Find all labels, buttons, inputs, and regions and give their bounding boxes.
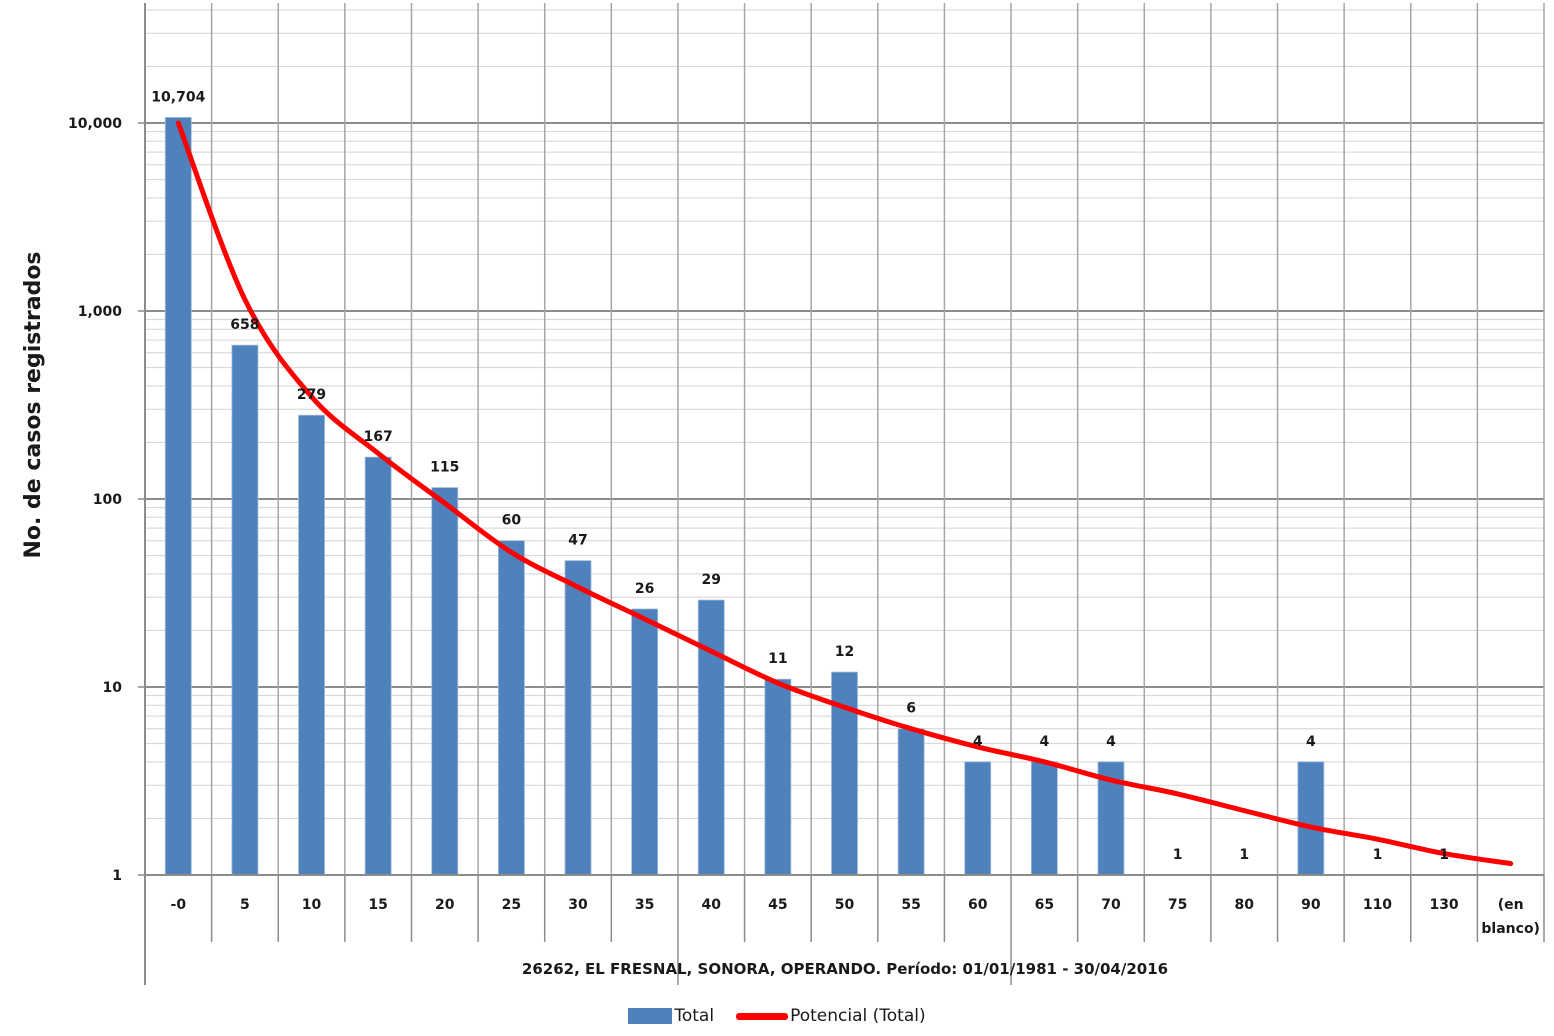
y-tick-label: 10,000 (68, 116, 122, 132)
y-axis-title: No. de casos registrados (21, 251, 46, 558)
legend-swatch-potencial (736, 1012, 789, 1020)
x-tick-label: 80 (1234, 897, 1254, 913)
x-tick-label: 35 (635, 897, 654, 913)
x-tick-label: 50 (835, 897, 855, 913)
x-tick-label: 70 (1101, 897, 1121, 913)
data-label-50: 12 (835, 644, 854, 660)
bar-35 (631, 608, 659, 876)
bar-40 (697, 599, 725, 876)
bar-60 (964, 761, 992, 876)
x-tick-label: 15 (368, 897, 387, 913)
data-label-45: 11 (768, 651, 787, 667)
data-label-40: 29 (702, 572, 721, 588)
legend-item-potencial: Potencial (Total) (736, 1006, 926, 1026)
data-label-110: 1 (1373, 847, 1383, 863)
data-label-55: 6 (906, 701, 916, 717)
data-label-15: 167 (364, 429, 393, 445)
data-label-130: 1 (1439, 847, 1449, 863)
bar-90 (1297, 761, 1325, 876)
bar-55 (897, 728, 925, 876)
legend-label-total: Total (674, 1006, 715, 1026)
data-label-5: 658 (230, 317, 259, 333)
x-tick-label: 40 (702, 897, 722, 913)
bar-20 (431, 487, 459, 876)
bars (164, 117, 1325, 876)
x-tick-label: 5 (240, 897, 250, 913)
x-tick-label: 30 (568, 897, 588, 913)
data-label-10: 279 (297, 387, 326, 403)
y-tick-label: 1 (112, 868, 122, 884)
x-tick-label: 45 (768, 897, 787, 913)
x-tick-label: 110 (1363, 897, 1392, 913)
data-label-80: 1 (1239, 847, 1249, 863)
bar-45 (764, 678, 792, 876)
y-tick-label: 1,000 (78, 304, 123, 320)
data-label-60: 4 (973, 734, 983, 750)
data-label-25: 60 (502, 513, 522, 529)
y-tick-label: 10 (103, 680, 123, 696)
x-tick-label: 25 (502, 897, 521, 913)
trendline-potencial-total (175, 120, 1514, 867)
x-axis-title: 26262, EL FRESNAL, SONORA, OPERANDO. Per… (522, 960, 1168, 978)
bar-25 (498, 540, 525, 876)
x-tick-label: 130 (1429, 897, 1458, 913)
data-label--0: 10,704 (151, 89, 205, 105)
x-tick-label: 60 (968, 897, 988, 913)
x-tick-label: 20 (435, 897, 455, 913)
data-label-90: 4 (1306, 734, 1316, 750)
legend-swatch-total (628, 1008, 673, 1024)
x-tick-label: 75 (1168, 897, 1187, 913)
legend-item-total: Total (628, 1006, 714, 1026)
bar--0 (164, 117, 192, 876)
data-label-70: 4 (1106, 734, 1116, 750)
trendline (175, 120, 1514, 867)
bar-65 (1030, 761, 1058, 876)
bar-15 (364, 456, 392, 876)
y-tick-label: 100 (93, 492, 122, 508)
data-label-30: 47 (568, 533, 587, 549)
bar-5 (231, 344, 259, 876)
x-tick-label: 10 (302, 897, 322, 913)
x-tick-label: 65 (1035, 897, 1054, 913)
x-tick-label: 55 (901, 897, 920, 913)
legend: Total Potencial (Total) (0, 1004, 1554, 1028)
x-tick-label: (en blanco) (1481, 897, 1540, 937)
legend-label-potencial: Potencial (Total) (790, 1006, 926, 1026)
data-label-20: 115 (430, 460, 459, 476)
x-tick-label: 90 (1301, 897, 1321, 913)
data-label-65: 4 (1039, 734, 1049, 750)
bar-10 (298, 414, 325, 876)
data-label-75: 1 (1173, 847, 1183, 863)
x-tick-label: -0 (171, 897, 187, 913)
data-label-35: 26 (635, 581, 654, 597)
bar-30 (564, 560, 592, 876)
